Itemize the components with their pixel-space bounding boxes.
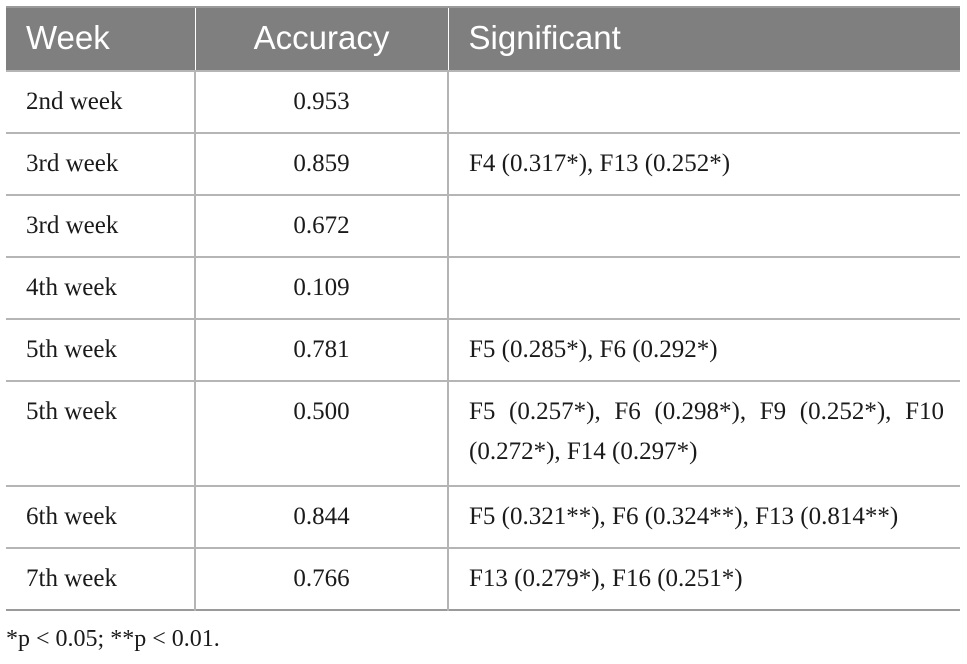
cell-week: 3rd week <box>6 132 195 195</box>
cell-week: 6th week <box>6 485 195 548</box>
cell-week: 7th week <box>6 547 195 610</box>
cell-accuracy: 0.766 <box>194 547 448 610</box>
cell-significant <box>447 256 960 319</box>
cell-accuracy: 0.781 <box>194 318 448 381</box>
cell-significant <box>447 194 960 257</box>
cell-accuracy: 0.844 <box>194 485 448 548</box>
cell-significant: F5 (0.285*), F6 (0.292*) <box>447 318 960 381</box>
cell-week: 2nd week <box>6 70 195 133</box>
table-container: Week Accuracy Significant 2nd week 0.953… <box>6 6 960 611</box>
cell-significant: F5 (0.257*), F6 (0.298*), F9 (0.252*), F… <box>447 380 960 486</box>
table-row: 6th week 0.844 F5 (0.321**), F6 (0.324**… <box>6 485 960 548</box>
header-row: Week Accuracy Significant <box>6 7 960 71</box>
cell-significant: F5 (0.321**), F6 (0.324**), F13 (0.814**… <box>447 485 960 548</box>
cell-accuracy: 0.672 <box>194 194 448 257</box>
header-significant: Significant <box>447 7 960 71</box>
table-row: 2nd week 0.953 <box>6 70 960 133</box>
cell-week: 5th week <box>6 318 195 381</box>
cell-accuracy: 0.109 <box>194 256 448 319</box>
table-footnote: *p < 0.05; **p < 0.01. <box>6 626 220 652</box>
header-accuracy: Accuracy <box>194 7 448 71</box>
results-table: Week Accuracy Significant 2nd week 0.953… <box>6 6 960 611</box>
table-row: 3rd week 0.672 <box>6 194 960 257</box>
table-row: 7th week 0.766 F13 (0.279*), F16 (0.251*… <box>6 547 960 610</box>
table-row: 5th week 0.500 F5 (0.257*), F6 (0.298*),… <box>6 380 960 486</box>
cell-accuracy: 0.500 <box>194 380 448 486</box>
cell-week: 4th week <box>6 256 195 319</box>
cell-week: 3rd week <box>6 194 195 257</box>
cell-significant: F13 (0.279*), F16 (0.251*) <box>447 547 960 610</box>
cell-significant <box>447 70 960 133</box>
cell-accuracy: 0.953 <box>194 70 448 133</box>
cell-week: 5th week <box>6 380 195 486</box>
header-week: Week <box>6 7 195 71</box>
table-row: 5th week 0.781 F5 (0.285*), F6 (0.292*) <box>6 318 960 381</box>
cell-significant: F4 (0.317*), F13 (0.252*) <box>447 132 960 195</box>
table-row: 4th week 0.109 <box>6 256 960 319</box>
cell-accuracy: 0.859 <box>194 132 448 195</box>
table-row: 3rd week 0.859 F4 (0.317*), F13 (0.252*) <box>6 132 960 195</box>
